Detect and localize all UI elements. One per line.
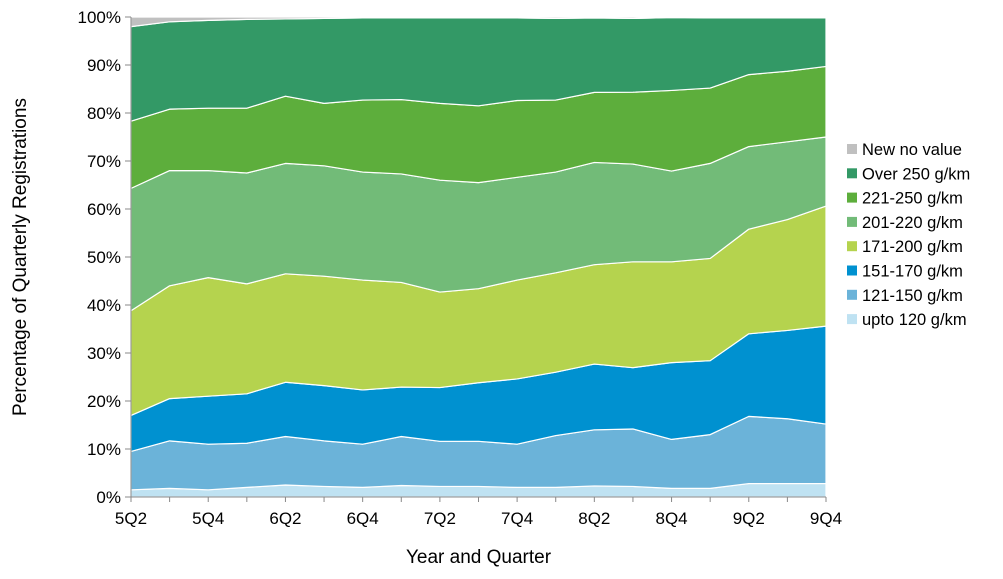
x-tick-label: 5Q4 bbox=[192, 509, 224, 528]
y-tick-label: 0% bbox=[96, 488, 121, 507]
y-tick-label: 20% bbox=[87, 392, 121, 411]
x-tick-label: 5Q2 bbox=[115, 509, 147, 528]
x-tick-label: 8Q2 bbox=[578, 509, 610, 528]
area-new-no-value bbox=[130, 16, 827, 28]
legend: New no value Over 250 g/km 221-250 g/km 201… bbox=[847, 141, 970, 329]
x-tick-label: 7Q2 bbox=[424, 509, 456, 528]
legend-label-221-250-g-km: 221-250 g/km bbox=[862, 190, 963, 208]
x-axis-title: Year and Quarter bbox=[406, 547, 552, 568]
x-tick-label: 6Q4 bbox=[347, 509, 379, 528]
legend-swatch-151-170-g-km bbox=[847, 265, 857, 276]
legend-swatch-new-no-value bbox=[847, 144, 857, 154]
legend-swatch-171-200-g-km bbox=[847, 241, 857, 252]
y-tick-label: 10% bbox=[87, 440, 121, 459]
legend-label-121-150-g-km: 121-150 g/km bbox=[862, 287, 963, 305]
y-tick-label: 30% bbox=[87, 344, 121, 363]
x-tick-label: 7Q4 bbox=[501, 509, 533, 528]
x-tick-label: 8Q4 bbox=[655, 509, 687, 528]
x-tick-label: 9Q2 bbox=[733, 509, 765, 528]
area-series-group bbox=[130, 16, 827, 498]
legend-label-new-no-value: New no value bbox=[862, 141, 962, 159]
y-axis-title: Percentage of Quarterly Registrations bbox=[10, 98, 31, 416]
legend-label-171-200-g-km: 171-200 g/km bbox=[862, 238, 963, 256]
legend-label-201-220-g-km: 201-220 g/km bbox=[862, 214, 963, 232]
y-tick-group: 0% 10% 20% 30% 40% 50% 60% 70% 80% 90% 100% bbox=[78, 8, 131, 507]
x-tick-group: 5Q2 5Q4 6Q2 6Q4 7Q2 7Q4 8Q2 8Q4 9Q2 9Q4 bbox=[115, 497, 842, 528]
y-tick-label: 40% bbox=[87, 296, 121, 315]
y-tick-label: 80% bbox=[87, 104, 121, 123]
y-tick-label: 60% bbox=[87, 200, 121, 219]
y-tick-label: 100% bbox=[78, 8, 121, 27]
x-tick-label: 6Q2 bbox=[269, 509, 301, 528]
legend-swatch-121-150-g-km bbox=[847, 289, 857, 300]
legend-label-over-250-g-km: Over 250 g/km bbox=[862, 165, 970, 183]
y-tick-label: 50% bbox=[87, 248, 121, 267]
legend-swatch-over-250-g-km bbox=[847, 168, 857, 179]
legend-swatch-221-250-g-km bbox=[847, 192, 857, 203]
x-tick-label: 9Q4 bbox=[810, 509, 842, 528]
legend-swatch-upto-120-g-km bbox=[847, 314, 857, 325]
y-tick-label: 70% bbox=[87, 152, 121, 171]
legend-swatch-201-220-g-km bbox=[847, 216, 857, 227]
y-tick-label: 90% bbox=[87, 56, 121, 75]
legend-label-upto-120-g-km: upto 120 g/km bbox=[862, 311, 967, 329]
legend-label-151-170-g-km: 151-170 g/km bbox=[862, 263, 963, 281]
